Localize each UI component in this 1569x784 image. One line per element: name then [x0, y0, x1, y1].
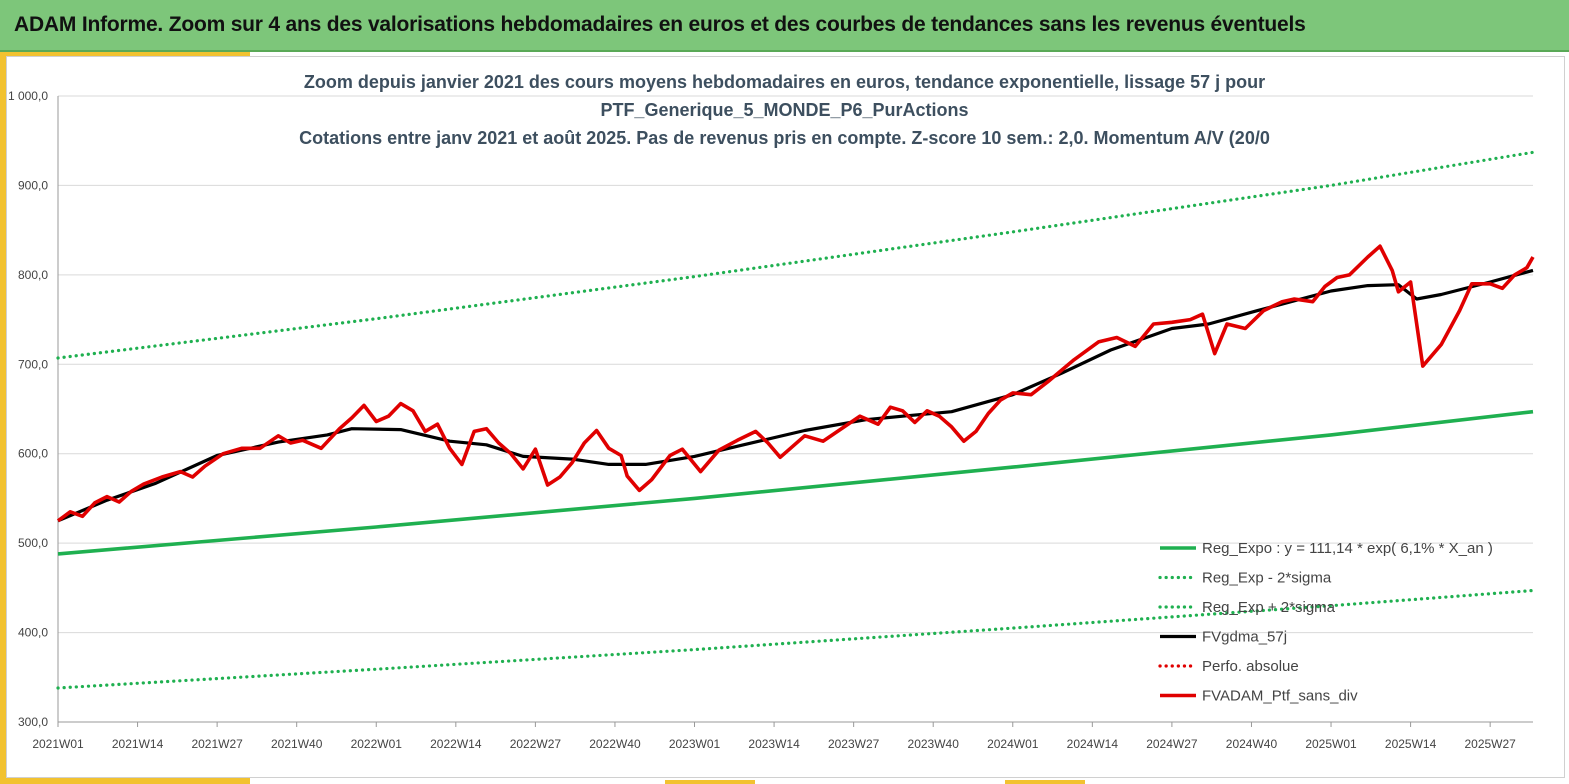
accent-bar-bottom [0, 778, 250, 784]
series-line-2 [56, 150, 1535, 360]
legend-label-2: Reg_Exp + 2*sigma [1202, 599, 1336, 616]
x-tick-label: 2021W14 [112, 737, 164, 751]
page-title: ADAM Informe. Zoom sur 4 ans des valoris… [14, 13, 1306, 36]
y-tick-label: 1 000,0 [8, 89, 48, 103]
x-tick-label: 2023W01 [669, 737, 721, 751]
legend: Reg_Expo : y = 111,14 * exp( 6,1% * X_an… [1158, 540, 1493, 705]
series-line-5 [56, 244, 1535, 523]
x-tick-label: 2023W27 [828, 737, 880, 751]
series-line-3 [57, 268, 1534, 523]
chart-frame [6, 56, 1565, 778]
x-tick-label: 2025W01 [1305, 737, 1357, 751]
x-tick-label: 2025W14 [1385, 737, 1437, 751]
x-tick-label: 2024W14 [1067, 737, 1119, 751]
chart-title-line-3: Cotations entre janv 2021 et août 2025. … [299, 128, 1270, 148]
legend-label-3: FVgdma_57j [1202, 629, 1287, 646]
legend-label-5: FVADAM_Ptf_sans_div [1202, 688, 1358, 705]
x-tick-label: 2022W40 [589, 737, 641, 751]
accent-bar-bottom-right [1005, 780, 1085, 784]
x-tick-label: 2022W01 [351, 737, 403, 751]
accent-bar-left [0, 52, 6, 782]
y-tick-label: 900,0 [18, 178, 48, 192]
grid-layer [58, 95, 1533, 723]
series-line-0 [57, 409, 1534, 556]
x-tick-label: 2021W27 [191, 737, 243, 751]
x-tick-label: 2023W14 [748, 737, 800, 751]
x-tick-label: 2024W01 [987, 737, 1039, 751]
x-tick-label: 2025W27 [1464, 737, 1516, 751]
y-tick-label: 300,0 [18, 715, 48, 729]
y-tick-label: 600,0 [18, 447, 48, 461]
axis-layer: 300,0 400,0 500,0 600,0 700,0 800,0 900,0 1 000… [8, 89, 1533, 751]
accent-bar-top [0, 52, 250, 56]
legend-label-0: Reg_Expo : y = 111,14 * exp( 6,1% * X_an… [1202, 540, 1493, 557]
y-tick-label: 700,0 [18, 357, 48, 371]
y-tick-label: 400,0 [18, 626, 48, 640]
x-tick-label: 2023W40 [908, 737, 960, 751]
x-tick-label: 2024W27 [1146, 737, 1198, 751]
header-banner: ADAM Informe. Zoom sur 4 ans des valoris… [0, 0, 1569, 52]
x-tick-label: 2024W40 [1226, 737, 1278, 751]
legend-label-4: Perfo. absolue [1202, 658, 1299, 675]
legend-label-1: Reg_Exp - 2*sigma [1202, 570, 1332, 587]
chart-title-line-2: PTF_Generique_5_MONDE_P6_PurActions [600, 100, 969, 120]
chart-title-line-1: Zoom depuis janvier 2021 des cours moyen… [303, 72, 1266, 92]
series-layer [56, 150, 1535, 690]
x-tick-label: 2021W01 [32, 737, 84, 751]
x-tick-label: 2022W27 [510, 737, 562, 751]
x-tick-label: 2022W14 [430, 737, 482, 751]
y-tick-label: 500,0 [18, 536, 48, 550]
accent-bar-bottom-mid [665, 780, 755, 784]
x-tick-label: 2021W40 [271, 737, 323, 751]
y-tick-label: 800,0 [18, 268, 48, 282]
